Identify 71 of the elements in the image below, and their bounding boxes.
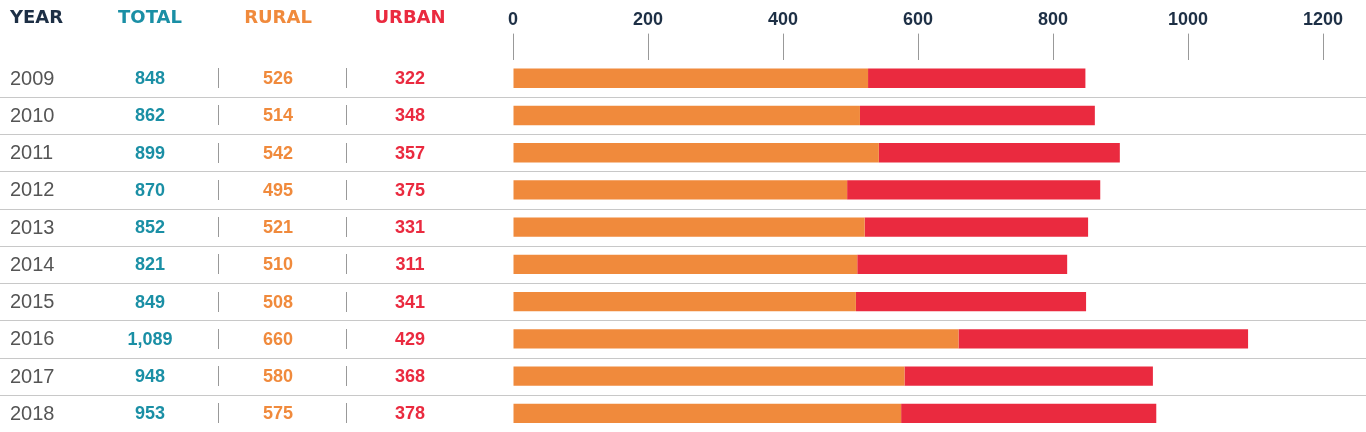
text: 849	[134, 291, 166, 312]
data-label: 575	[262, 403, 294, 424]
data-label: 495	[262, 179, 294, 200]
bar	[513, 366, 905, 386]
x2-tick-label: 800	[1037, 8, 1069, 29]
text: TOTAL	[118, 5, 182, 27]
text: RURAL	[244, 5, 312, 27]
y-tick-label: 2017	[10, 364, 55, 387]
text: 948	[134, 366, 166, 387]
y-tick-label: 2014	[10, 252, 55, 275]
data-label: 580	[262, 366, 294, 387]
x2-tick-label: 600	[902, 8, 934, 29]
y-tick-label: 2018	[10, 401, 55, 424]
text: 1,089	[127, 328, 173, 349]
x2-tick-label: 1200	[1302, 8, 1344, 29]
bar	[904, 366, 1153, 386]
y-tick-label: 2011	[10, 141, 54, 164]
data-label: 542	[262, 142, 294, 163]
text: 953	[134, 403, 166, 424]
data-label: 331	[394, 217, 426, 238]
bar	[513, 403, 902, 424]
data-label: 341	[394, 291, 426, 312]
data-label: 508	[262, 291, 294, 312]
bar	[958, 329, 1249, 349]
data-label: 322	[394, 68, 426, 89]
y-tick-label: 2015	[10, 290, 55, 313]
data-label: 348	[394, 105, 426, 126]
bar	[513, 105, 860, 126]
bar	[513, 254, 858, 275]
y-tick-label: 2009	[10, 66, 55, 89]
bar	[864, 217, 1089, 237]
data-label: 375	[394, 179, 426, 200]
bar	[513, 329, 959, 349]
text: 870	[134, 179, 166, 200]
data-label: 521	[262, 217, 294, 238]
text: 821	[134, 254, 166, 275]
y-tick-label: 2010	[10, 103, 55, 126]
data-label: 526	[262, 68, 294, 89]
bar	[857, 254, 1068, 275]
bar	[868, 68, 1086, 88]
bar	[855, 291, 1087, 312]
text: 899	[134, 142, 166, 163]
data-label: 311	[395, 254, 425, 275]
data-label: 357	[394, 142, 426, 163]
y-tick-label: 2013	[10, 215, 55, 238]
data-label: 510	[262, 254, 294, 275]
bar	[513, 143, 879, 163]
bar	[513, 291, 856, 312]
bar	[878, 143, 1120, 163]
text: 848	[134, 68, 166, 89]
x2-tick-label: 0	[507, 8, 519, 29]
bar	[513, 217, 865, 237]
text: URBAN	[374, 5, 446, 27]
bar	[859, 105, 1095, 126]
bar	[513, 68, 869, 88]
y-tick-label: 2012	[10, 178, 55, 201]
x2-tick-label: 1000	[1167, 8, 1209, 29]
bar	[901, 403, 1157, 424]
text: 852	[134, 217, 166, 238]
bar	[513, 180, 848, 200]
x2-tick-label: 400	[767, 8, 799, 29]
x2-tick-label: 200	[632, 8, 664, 29]
bar	[847, 180, 1101, 200]
data-label: 368	[394, 366, 426, 387]
data-label: 378	[394, 403, 426, 424]
data-label: 429	[394, 328, 426, 349]
text: 862	[134, 105, 166, 126]
y-axis-title: YEAR	[9, 5, 64, 27]
data-label: 514	[262, 105, 294, 126]
data-label: 660	[262, 328, 294, 349]
y-tick-label: 2016	[10, 327, 55, 350]
